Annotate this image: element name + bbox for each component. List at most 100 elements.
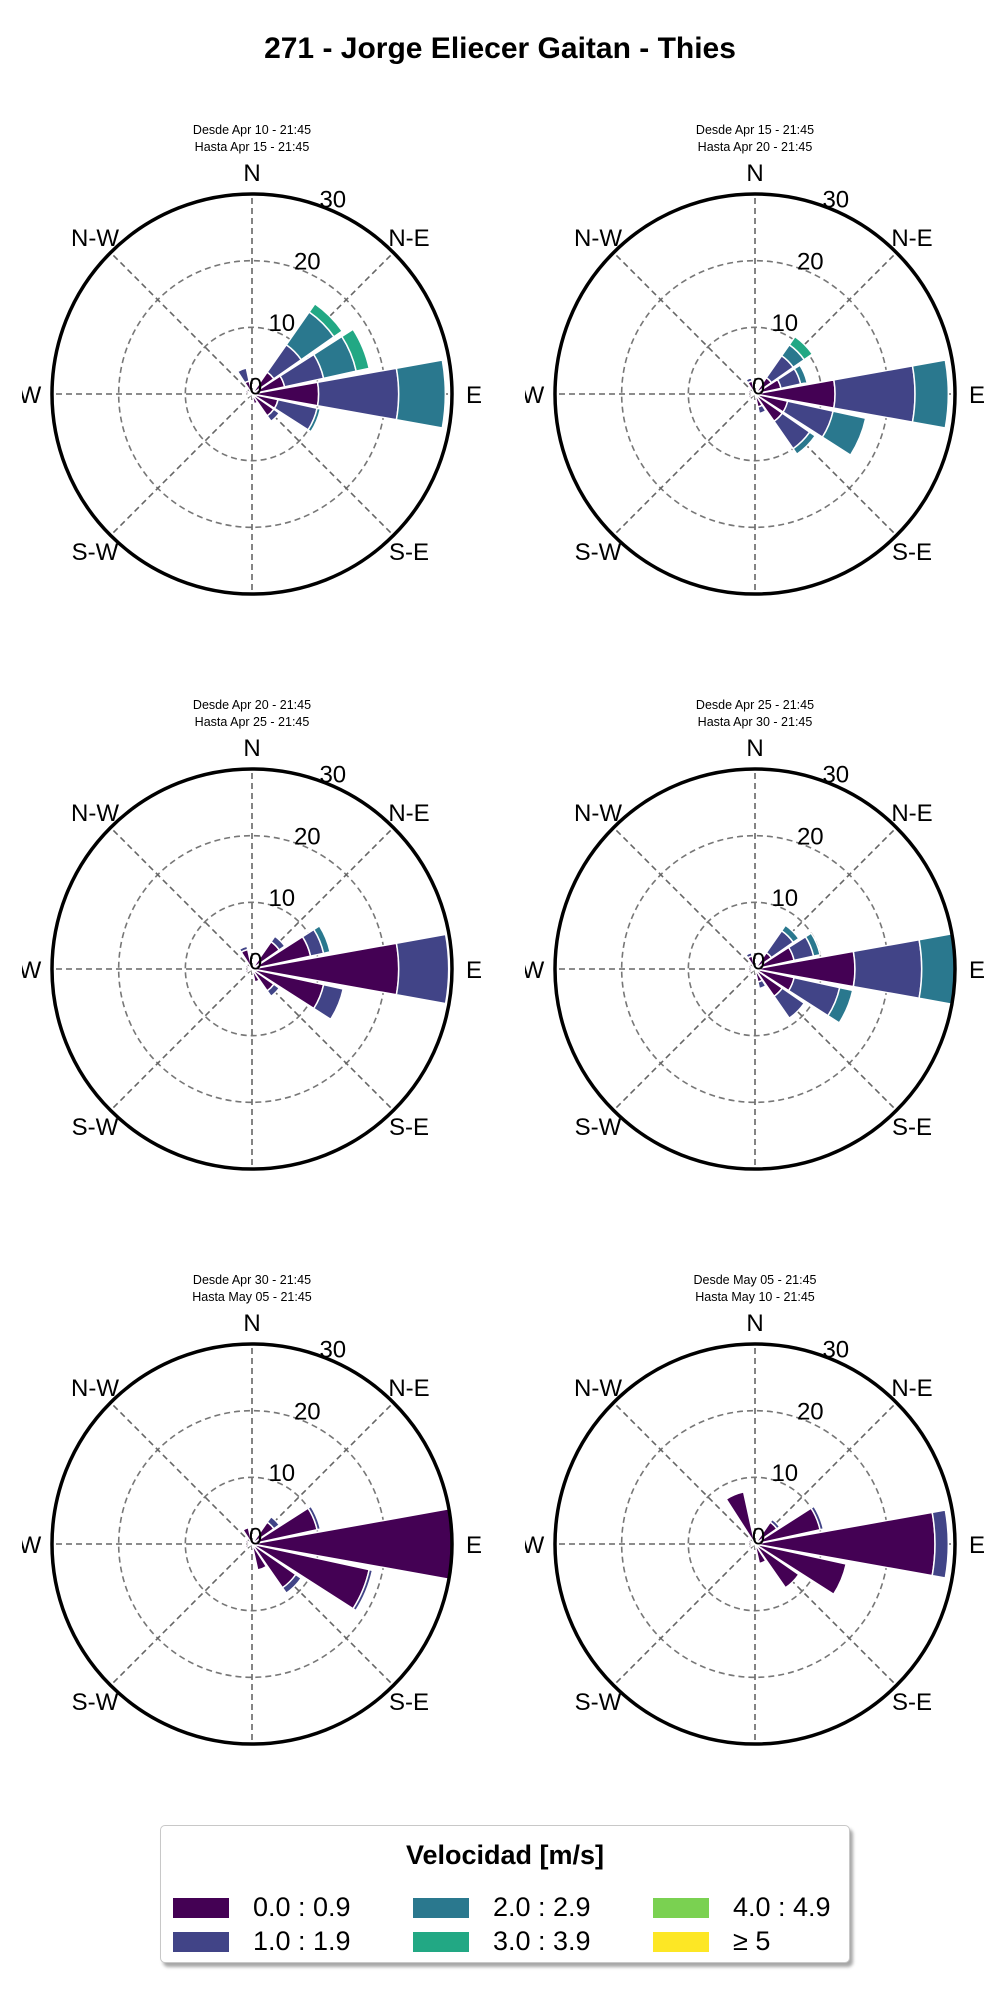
wind-wedge (266, 983, 281, 998)
legend-title: Velocidad [m/s] (405, 1840, 605, 1870)
radial-tick-label: 0 (752, 373, 765, 400)
grid-spoke (613, 1402, 756, 1545)
legend-label: 1.0 : 1.9 (253, 1926, 351, 1956)
windrose-panel-4: Desde Apr 25 - 21:45 Hasta Apr 30 - 21:4… (525, 697, 985, 1177)
radial-tick-label: 20 (294, 823, 321, 850)
wind-wedge (312, 983, 345, 1021)
panel-subtitle-hasta: Hasta May 05 - 21:45 (192, 1290, 312, 1304)
grid-spoke (110, 1543, 253, 1686)
outer-circle (553, 192, 957, 596)
direction-label: S-W (575, 539, 622, 566)
panel-subtitle: Desde Apr 30 - 21:45 Hasta May 05 - 21:4… (22, 1272, 482, 1306)
panel-subtitle: Desde May 05 - 21:45 Hasta May 10 - 21:4… (525, 1272, 985, 1306)
grid-spoke (613, 252, 756, 395)
direction-label: N (746, 1312, 763, 1337)
wind-wedge (270, 935, 286, 951)
wind-wedge (244, 968, 253, 974)
direction-label: S-W (72, 539, 119, 566)
direction-label: E (969, 1532, 985, 1559)
wind-wedge (754, 1543, 800, 1589)
legend-swatch (413, 1898, 469, 1918)
radial-tick-label: 30 (822, 1337, 849, 1364)
wind-wedge (725, 1491, 756, 1545)
wind-wedge (810, 1505, 825, 1531)
wind-wedge (307, 407, 322, 433)
direction-label: E (969, 957, 985, 984)
wind-wedge (251, 393, 259, 405)
direction-label: W (22, 382, 42, 409)
wind-wedge (747, 1543, 756, 1549)
wind-wedge (931, 1509, 950, 1579)
panel-subtitle-desde: Desde May 05 - 21:45 (693, 1273, 817, 1287)
direction-label: N (746, 162, 763, 187)
legend-label: ≥ 5 (733, 1926, 771, 1956)
wind-wedge (281, 1573, 303, 1595)
direction-label: N-W (574, 1375, 622, 1402)
direction-label: S-W (575, 1689, 622, 1716)
radial-tick-label: 20 (294, 248, 321, 275)
legend-swatch (173, 1898, 229, 1918)
direction-label: N-W (71, 1375, 119, 1402)
legend: Velocidad [m/s] 0.0 : 0.9 2.0 : 2.9 4.0 … (160, 1825, 850, 1963)
panel-subtitle-hasta: Hasta May 10 - 21:45 (695, 1290, 815, 1304)
wind-wedge (312, 924, 331, 955)
direction-label: N-E (388, 800, 429, 827)
radial-tick-label: 10 (268, 1460, 295, 1487)
wind-wedge (826, 986, 854, 1024)
direction-label: S-W (72, 1114, 119, 1141)
panel-subtitle: Desde Apr 10 - 21:45 Hasta Apr 15 - 21:4… (22, 122, 482, 156)
panel-subtitle-desde: Desde Apr 10 - 21:45 (192, 123, 312, 137)
wind-wedge (308, 302, 344, 338)
radial-tick-label: 20 (797, 823, 824, 850)
windrose-panel-2: Desde Apr 15 - 21:45 Hasta Apr 20 - 21:4… (525, 122, 985, 602)
wind-wedge (757, 979, 767, 990)
direction-label: E (466, 957, 482, 984)
outer-circle (50, 192, 454, 596)
legend-swatch (653, 1898, 709, 1918)
outer-circle (553, 1342, 957, 1746)
direction-label: W (22, 1532, 42, 1559)
wind-wedge (236, 367, 250, 384)
radial-tick-label: 0 (249, 948, 262, 975)
direction-label: W (22, 957, 42, 984)
wind-wedge (773, 987, 806, 1020)
wind-wedge (744, 951, 753, 959)
direction-label: S-W (575, 1114, 622, 1141)
wind-wedge (340, 328, 371, 372)
panel-subtitle-desde: Desde Apr 15 - 21:45 (695, 123, 815, 137)
panel-subtitle-hasta: Hasta Apr 30 - 21:45 (697, 715, 813, 729)
direction-label: W (525, 382, 545, 409)
legend-label: 3.0 : 3.9 (493, 1926, 591, 1956)
direction-label: N (243, 162, 260, 187)
wind-wedge (245, 393, 253, 398)
windrose-panel-5: Desde Apr 30 - 21:45 Hasta May 05 - 21:4… (22, 1272, 482, 1752)
wind-wedge (747, 1539, 756, 1545)
chart-title: 271 - Jorge Eliecer Gaitan - Thies (264, 32, 736, 65)
direction-label: N (243, 737, 260, 762)
radial-tick-label: 20 (797, 1398, 824, 1425)
wind-wedge (747, 964, 756, 970)
grid-spoke (613, 1543, 756, 1686)
wind-wedge (793, 364, 808, 385)
wind-wedge (821, 410, 867, 457)
direction-label: N-E (388, 1375, 429, 1402)
direction-label: E (969, 382, 985, 409)
panel-subtitle-desde: Desde Apr 25 - 21:45 (695, 698, 815, 712)
direction-label: N-E (891, 225, 932, 252)
wind-wedge (754, 1543, 848, 1596)
grid-spoke (613, 393, 756, 536)
wind-wedge (747, 389, 756, 395)
legend-label: 0.0 : 0.9 (253, 1892, 351, 1922)
direction-label: N-W (71, 225, 119, 252)
wind-wedge (918, 932, 956, 1006)
windrose-panel-3: Desde Apr 20 - 21:45 Hasta Apr 25 - 21:4… (22, 697, 482, 1177)
wind-wedge (744, 376, 753, 384)
radial-tick-label: 30 (319, 762, 346, 789)
grid-spoke (754, 1402, 897, 1545)
radial-tick-label: 10 (771, 885, 798, 912)
grid-spoke (613, 827, 756, 970)
wind-wedge (754, 1543, 767, 1565)
radial-tick-label: 0 (249, 373, 262, 400)
